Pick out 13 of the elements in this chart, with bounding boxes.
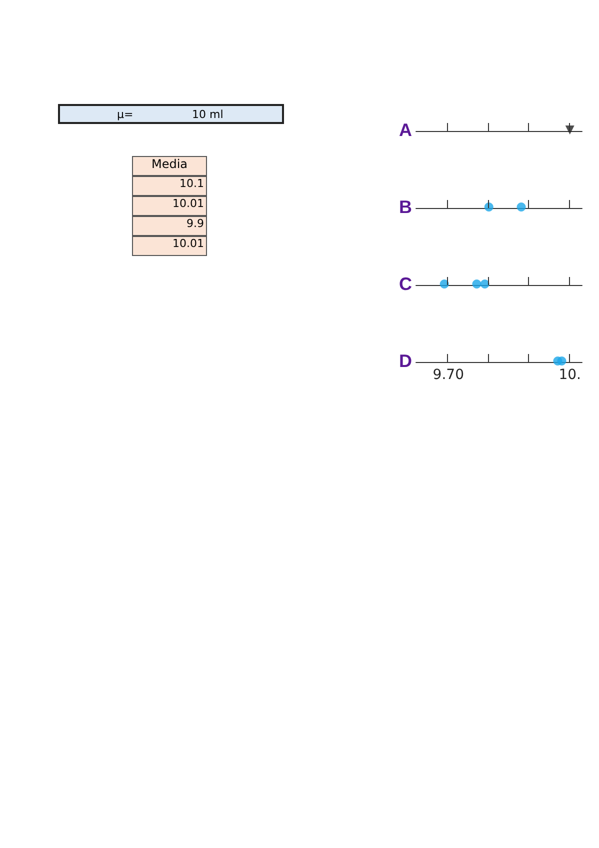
text: 9.9	[132, 216, 207, 236]
y-tick-label: D	[399, 351, 412, 371]
text: 10.01	[132, 236, 207, 256]
x-tick-label: 9.70	[432, 367, 464, 383]
y-tick-label: A	[399, 120, 412, 140]
text: 10.1	[132, 176, 207, 196]
text: Media	[132, 156, 207, 176]
y-tick-label: B	[399, 197, 412, 217]
text: 10.01	[132, 196, 207, 216]
text: 10 ml	[192, 108, 224, 120]
x-tick-label: 10.	[558, 367, 581, 383]
y-tick-label: C	[399, 274, 412, 294]
text: μ=	[117, 108, 134, 120]
